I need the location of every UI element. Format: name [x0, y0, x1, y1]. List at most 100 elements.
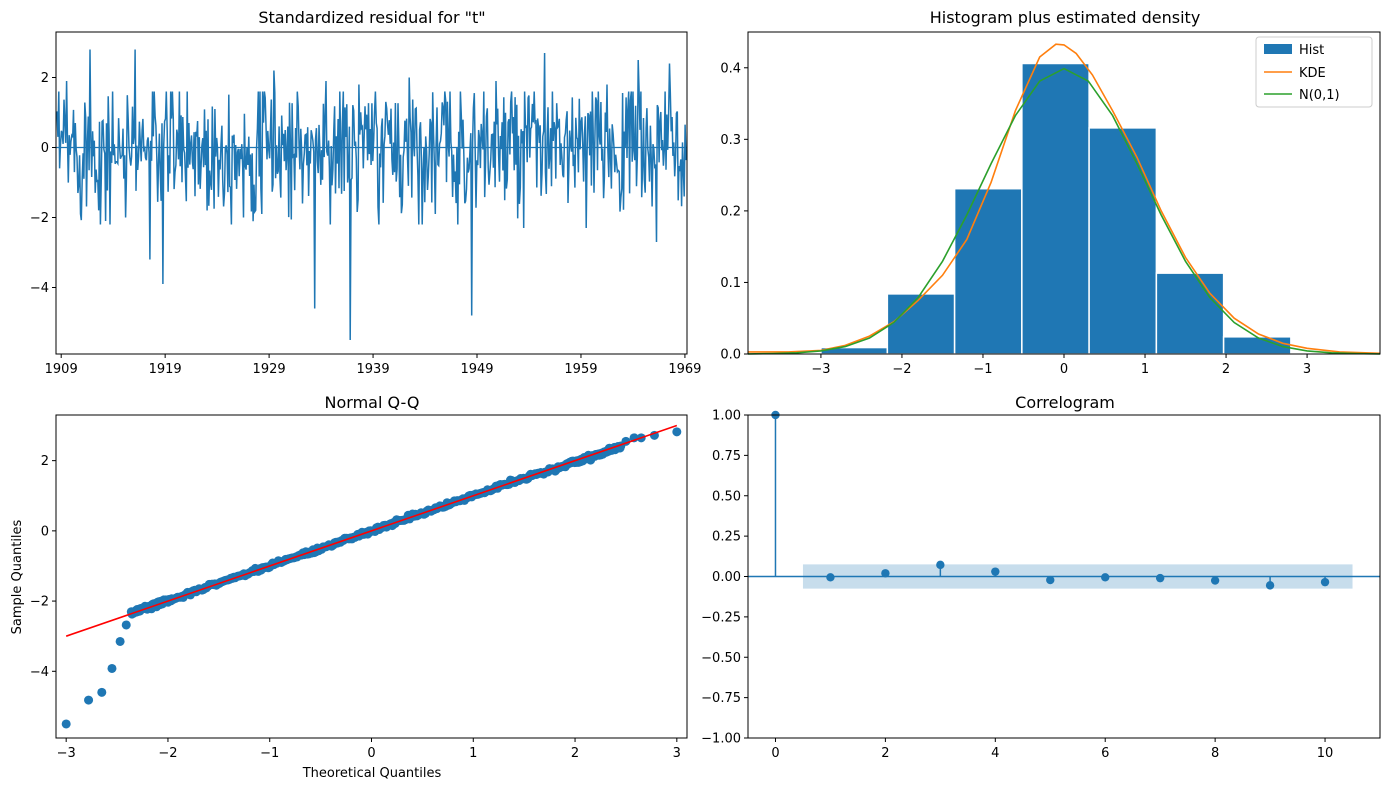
y-tick-label: 0.1: [720, 276, 741, 291]
histogram-marks: [747, 43, 1381, 355]
x-tick-label: 10: [1317, 746, 1334, 761]
acf-marker: [1265, 581, 1275, 590]
y-tick-label: −0.50: [701, 651, 741, 666]
x-tick-label: −1: [973, 362, 992, 377]
x-tick-label: −3: [811, 362, 830, 377]
acf-marker: [936, 560, 945, 570]
residual-series: [56, 49, 687, 341]
correlogram-x-ticks: 0 2 4 6 8 10: [771, 738, 1333, 761]
residual-frame: [55, 31, 688, 355]
x-tick-label: 1959: [564, 362, 597, 377]
hist-bar: [1021, 62, 1090, 355]
x-tick-label: 1919: [149, 362, 182, 377]
acf-marker: [1155, 573, 1165, 583]
kde-line: [748, 43, 1381, 355]
qq-y-label: Sample Quantiles: [10, 519, 25, 634]
qq-outlier-point: [61, 719, 71, 729]
hist-bar: [953, 187, 1023, 355]
x-tick-label: 4: [991, 746, 999, 761]
y-tick-label: −4: [30, 281, 49, 296]
x-tick-label: 2: [881, 746, 889, 761]
correlogram-frame: [747, 414, 1381, 739]
x-tick-label: 8: [1211, 746, 1219, 761]
x-tick-label: 0: [367, 746, 375, 761]
qq-outlier-point: [121, 620, 131, 630]
qq-x-label: Theoretical Quantiles: [302, 766, 442, 781]
residual-y-ticks: −4 −2 0 2: [30, 71, 56, 296]
x-tick-label: 6: [1101, 746, 1109, 761]
y-tick-label: 0.3: [720, 133, 741, 148]
y-tick-label: 0.50: [712, 489, 741, 504]
acf-marker: [1046, 575, 1055, 585]
y-tick-label: 0.00: [712, 570, 741, 585]
qq-frame: [55, 414, 688, 739]
histogram-x-ticks: −3 −2 −1 0 1 2 3: [811, 354, 1311, 377]
legend-normal-label: N(0,1): [1299, 88, 1340, 103]
x-tick-label: 1929: [253, 362, 286, 377]
qq-outlier-point: [115, 636, 125, 646]
y-tick-label: 0: [41, 524, 49, 539]
y-tick-label: 1.00: [712, 409, 741, 424]
y-tick-label: −2: [30, 595, 49, 610]
x-tick-label: 0: [771, 746, 779, 761]
residual-panel: Standardized residual for "t" 1909 1919 19…: [30, 8, 702, 377]
qq-outlier-point: [672, 427, 682, 437]
residual-line: [56, 49, 687, 341]
legend-kde-label: KDE: [1299, 66, 1326, 81]
x-tick-label: 3: [1303, 362, 1311, 377]
acf-marker: [881, 569, 890, 578]
x-tick-label: −1: [260, 746, 279, 761]
acf-marker: [1210, 576, 1220, 585]
hist-bar: [886, 293, 956, 355]
x-tick-label: 1: [1141, 362, 1149, 377]
x-tick-label: 1949: [460, 362, 493, 377]
qq-outlier-point: [97, 687, 107, 697]
x-tick-label: −3: [57, 746, 76, 761]
qq-title: Normal Q-Q: [325, 393, 420, 412]
histogram-title: Histogram plus estimated density: [930, 8, 1201, 27]
y-tick-label: −0.75: [701, 691, 741, 706]
qq-outlier-point: [84, 695, 94, 705]
x-tick-label: 1: [469, 746, 477, 761]
y-tick-label: 0.75: [712, 449, 741, 464]
legend-hist-label: Hist: [1299, 43, 1324, 58]
histogram-y-ticks: 0.0 0.1 0.2 0.3 0.4: [720, 61, 748, 363]
hist-bar: [1088, 127, 1158, 355]
x-tick-label: 2: [1222, 362, 1230, 377]
residual-title: Standardized residual for "t": [258, 8, 485, 27]
qq-x-ticks: −3 −2 −1 0 1 2 3: [57, 738, 681, 761]
x-tick-label: 0: [1060, 362, 1068, 377]
acf-marker: [1101, 573, 1110, 582]
qq-reference-line: [65, 424, 678, 637]
y-tick-label: 2: [41, 454, 49, 469]
qq-y-ticks: −4 −2 0 2: [30, 454, 56, 680]
x-tick-label: 1969: [668, 362, 701, 377]
y-tick-label: 0.2: [720, 204, 741, 219]
y-tick-label: 0.0: [720, 348, 741, 363]
acf-marker: [826, 573, 835, 582]
y-tick-label: 2: [41, 71, 49, 86]
qq-outlier-point: [107, 663, 117, 673]
y-tick-label: −1.00: [701, 732, 741, 747]
x-tick-label: 2: [571, 746, 579, 761]
normal-density-line: [747, 67, 1381, 355]
x-tick-label: 1909: [45, 362, 78, 377]
residual-x-ticks: 1909 1919 1929 1939 1949 1959 1969: [45, 354, 701, 377]
y-tick-label: −4: [30, 665, 49, 680]
x-tick-label: 3: [673, 746, 681, 761]
correlogram-marks: [748, 410, 1380, 590]
correlogram-y-ticks: −1.00 −0.75 −0.50 −0.25 0.00 0.25 0.50 0.75 1.00: [701, 409, 748, 747]
hist-bar: [1155, 272, 1225, 355]
correlogram-title: Correlogram: [1015, 393, 1115, 412]
acf-marker: [991, 567, 1000, 576]
y-tick-label: 0: [41, 141, 49, 156]
y-tick-label: 0.4: [720, 61, 741, 76]
x-tick-label: −2: [158, 746, 177, 761]
x-tick-label: 1939: [357, 362, 390, 377]
correlogram-panel: Correlogram 0 2 4 6 8 10 −1.00 −0.75 −0.50 −0.25…: [701, 393, 1381, 761]
qq-panel: Normal Q-Q −3 −2 −1 0 1 2 3 −4 −2 0 2 Theoretical…: [10, 393, 688, 781]
y-tick-label: −0.25: [701, 610, 741, 625]
histogram-frame: [747, 31, 1381, 355]
acf-marker: [1320, 577, 1330, 587]
